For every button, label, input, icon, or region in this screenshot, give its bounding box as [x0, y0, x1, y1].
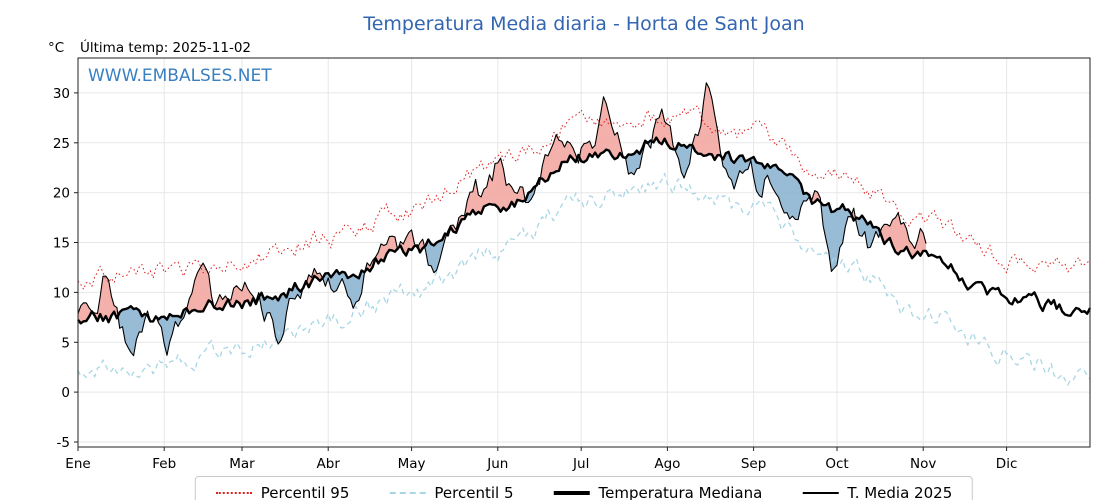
y-tick-label: 0 [61, 385, 70, 401]
legend-label-t-media-2025: T. Media 2025 [847, 484, 953, 500]
legend: Percentil 95 Percentil 5 Temperatura Med… [194, 476, 974, 500]
legend-label-percentil-95: Percentil 95 [260, 484, 350, 500]
percentil-95-line-icon [215, 492, 252, 494]
y-tick-label: 25 [53, 136, 70, 152]
x-tick-label: Dic [996, 456, 1018, 472]
mediana-line-icon [553, 491, 590, 495]
legend-item-percentil-5: Percentil 5 [389, 484, 513, 500]
x-tick-label: Feb [152, 456, 176, 472]
x-tick-label: Abr [317, 456, 341, 472]
legend-label-percentil-5: Percentil 5 [434, 484, 514, 500]
plot-area: -5 0 5 10 15 20 25 30 Ene Feb Mar Abr May Jun Jul Ago Se… [53, 57, 1092, 472]
unit-label: °C [48, 40, 64, 56]
y-tick-label: 5 [61, 335, 70, 351]
x-tick-label: Jun [486, 456, 508, 472]
t-media-2025-line-icon [802, 492, 839, 494]
legend-label-mediana: Temperatura Mediana [598, 484, 763, 500]
legend-item-t-media-2025: T. Media 2025 [802, 484, 952, 500]
chart-title: Temperatura Media diaria - Horta de Sant… [362, 13, 804, 35]
x-tick-label: May [398, 456, 426, 472]
y-tick-label: 15 [53, 236, 70, 252]
x-tick-label: Sep [741, 456, 766, 472]
y-tick-label: 10 [53, 285, 70, 301]
x-tick-label: Mar [229, 456, 255, 472]
plot-border [77, 57, 1091, 448]
legend-item-mediana: Temperatura Mediana [553, 484, 762, 500]
x-tick-label: Ene [65, 456, 90, 472]
x-tick-label: Nov [910, 456, 936, 472]
gridlines [77, 58, 1090, 447]
percentil-5-line-icon [389, 492, 426, 494]
series-t-media-2025 [77, 82, 927, 357]
watermark: WWW.EMBALSES.NET [88, 66, 272, 86]
last-temp-label: Última temp: 2025-11-02 [80, 38, 251, 56]
series-percentil-5 [77, 172, 1091, 386]
x-tick-label: Jul [572, 456, 589, 472]
series-temperatura-mediana [77, 136, 1092, 325]
series-percentil-95 [77, 105, 1091, 290]
y-tick-label: -5 [57, 435, 70, 451]
anomaly-fills [78, 82, 926, 356]
axis-ticks: -5 0 5 10 15 20 25 30 Ene Feb Mar Abr May Jun Jul Ago Se… [53, 86, 1018, 472]
y-tick-label: 30 [53, 86, 70, 102]
y-tick-label: 20 [53, 186, 70, 202]
x-tick-label: Oct [825, 456, 848, 472]
x-tick-label: Ago [654, 456, 680, 472]
legend-item-percentil-95: Percentil 95 [215, 484, 350, 500]
